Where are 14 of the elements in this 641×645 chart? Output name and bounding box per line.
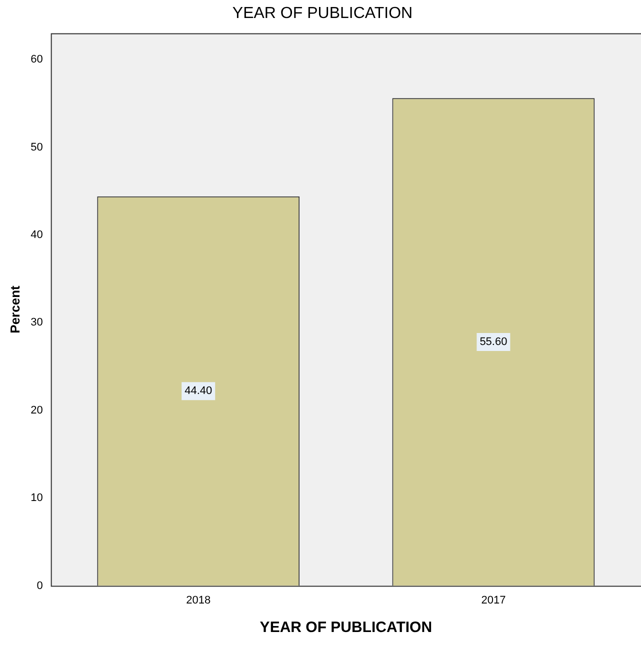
chart-title: YEAR OF PUBLICATION bbox=[232, 5, 413, 22]
y-tick-label: 10 bbox=[30, 492, 43, 504]
x-tick-label: 2018 bbox=[186, 594, 211, 606]
x-tick-label: 2017 bbox=[481, 594, 506, 606]
y-tick-label: 20 bbox=[30, 404, 43, 416]
x-axis-title: YEAR OF PUBLICATION bbox=[260, 619, 432, 636]
y-tick-label: 40 bbox=[30, 228, 43, 241]
data-label: 44.40 bbox=[184, 385, 212, 398]
y-tick-label: 30 bbox=[30, 316, 43, 329]
y-tick-label: 60 bbox=[30, 54, 43, 66]
data-label: 55.60 bbox=[480, 336, 508, 348]
y-tick-label: 50 bbox=[30, 141, 43, 154]
y-tick-label: 0 bbox=[36, 580, 43, 592]
y-axis-title: Percent bbox=[7, 284, 22, 334]
